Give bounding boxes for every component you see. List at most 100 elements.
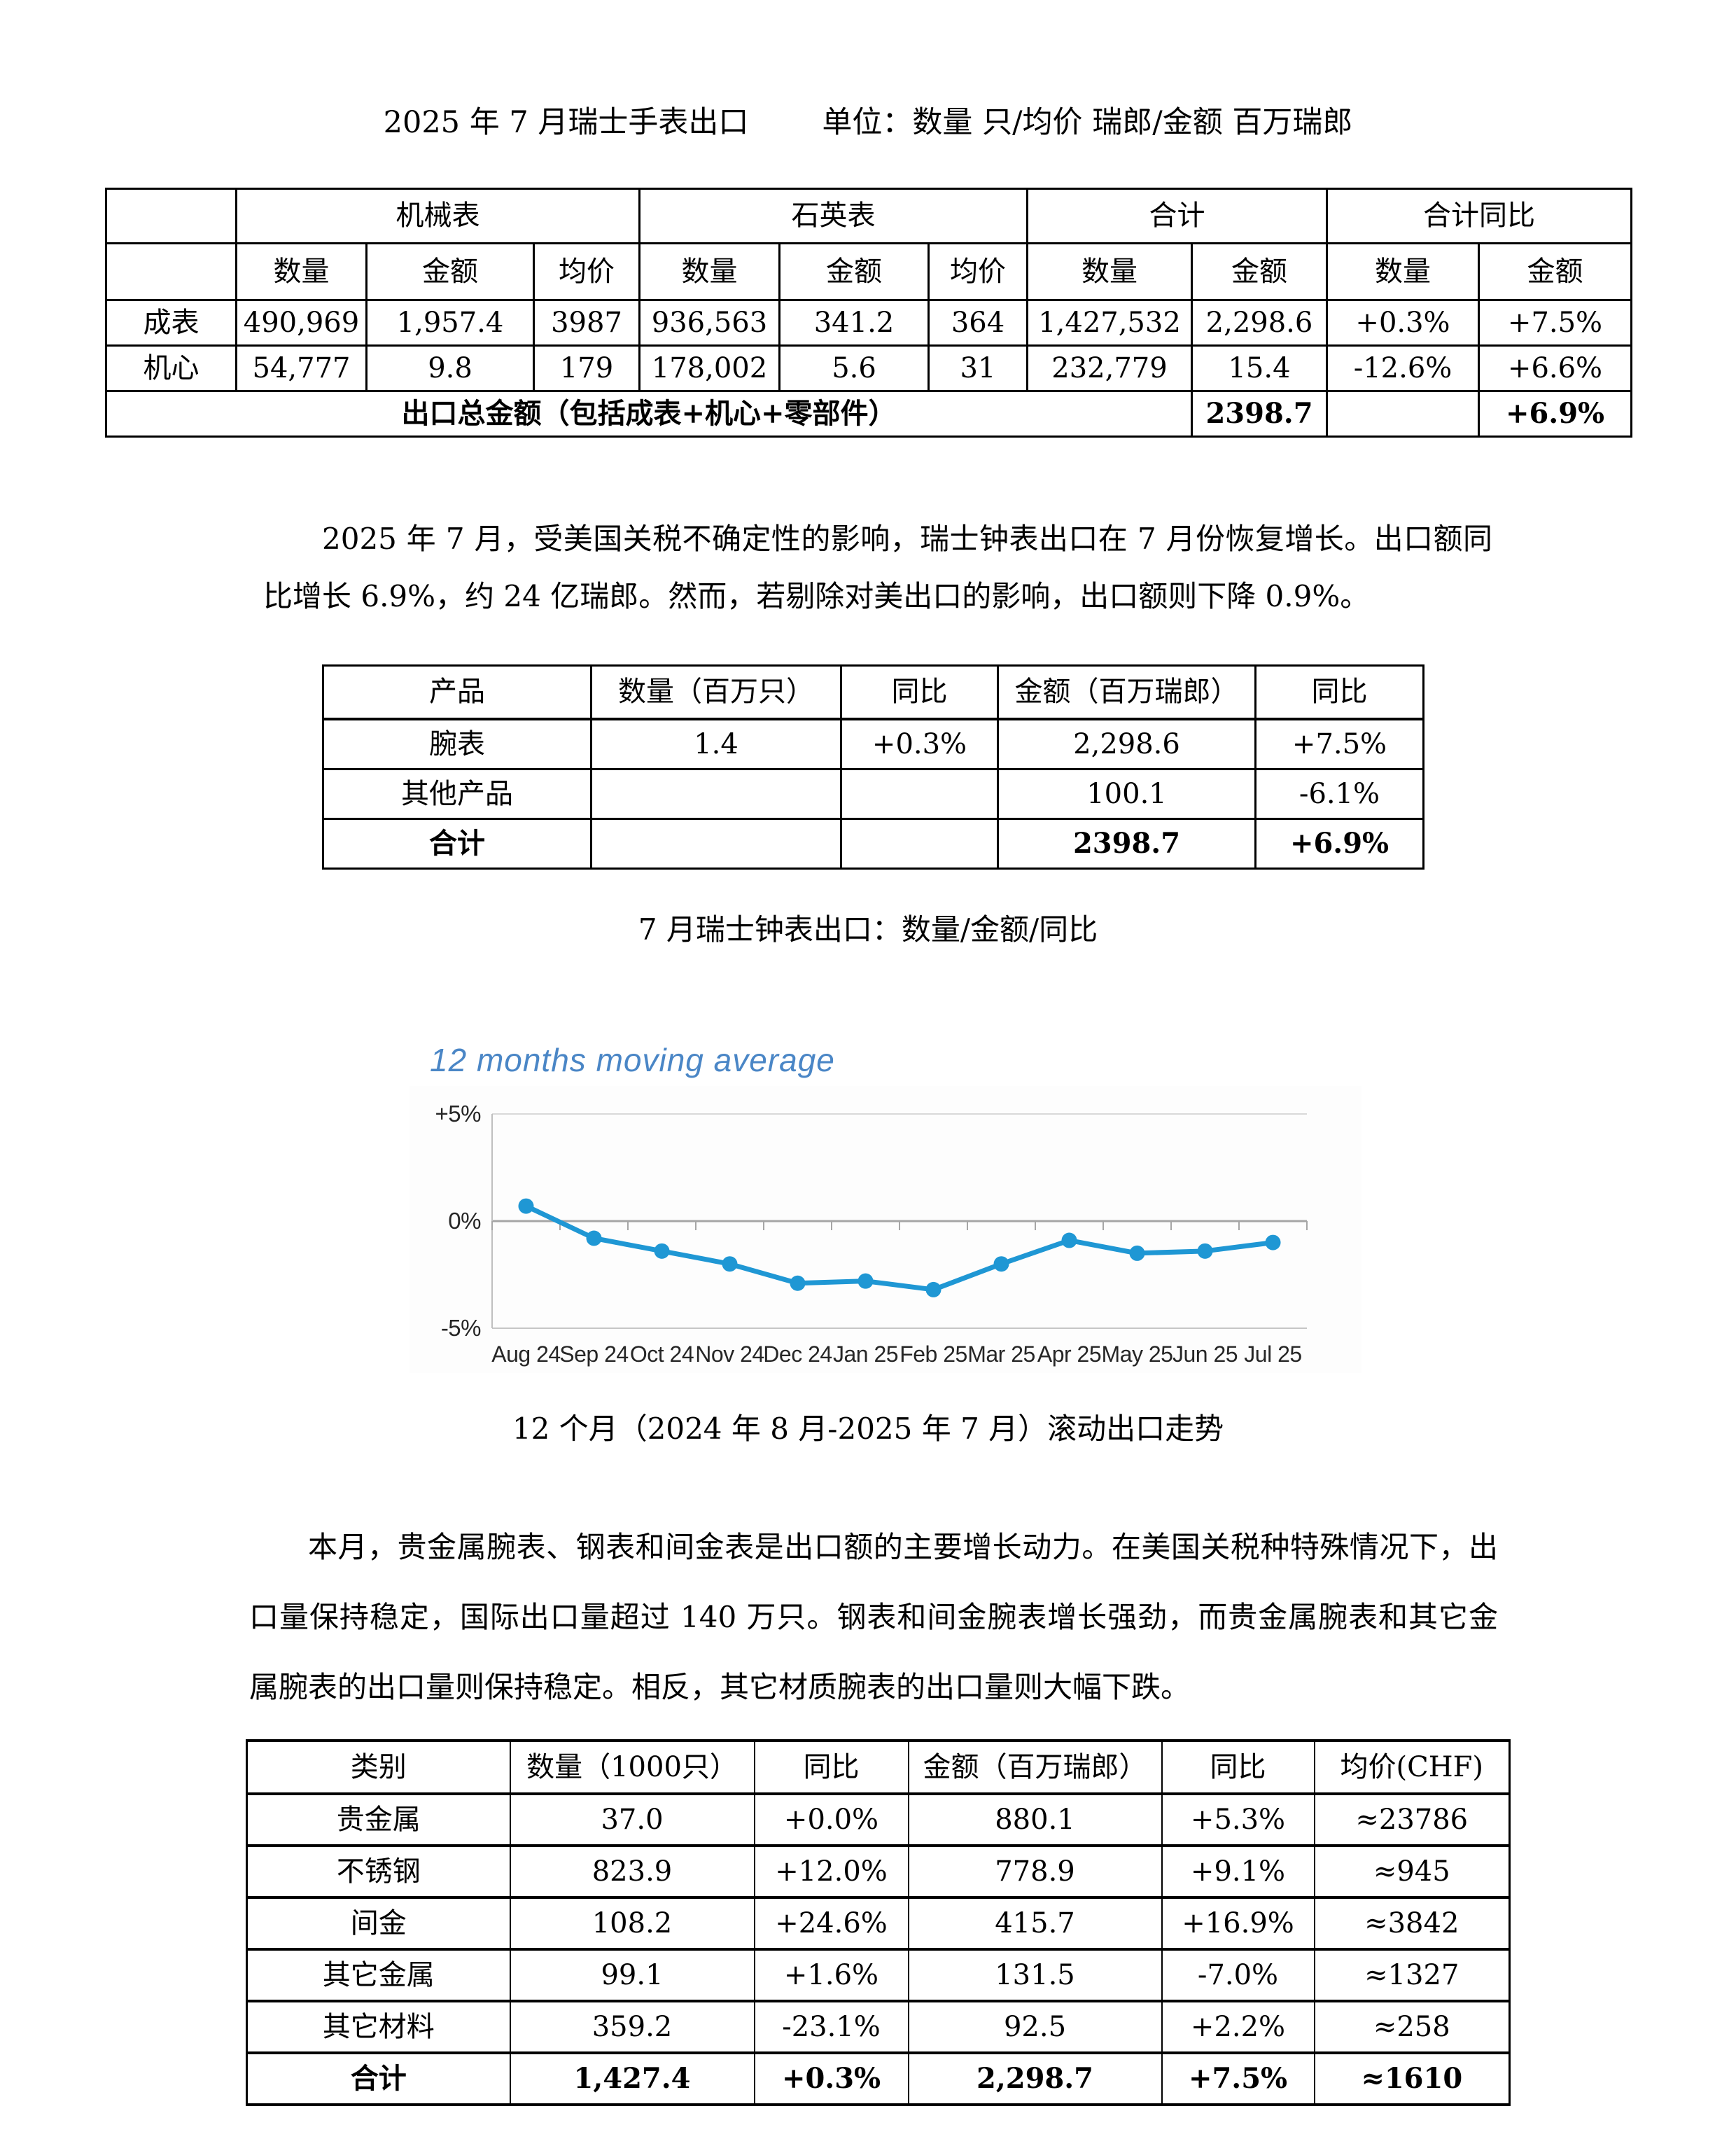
document-title-units: 单位：数量 只/均价 瑞郎/金额 百万瑞郎	[822, 105, 1353, 140]
cell: 1,957.4	[365, 298, 535, 347]
cell: 37.0	[509, 1792, 755, 1847]
cell: 179	[533, 344, 640, 392]
row-label: 贵金属	[246, 1792, 511, 1847]
col-header: 数量	[235, 242, 368, 301]
cell: +7.5%	[1161, 2051, 1315, 2106]
product-breakdown-table: 产品 数量（百万只） 同比 金额（百万瑞郎） 同比 腕表 1.4 +0.3% 2…	[322, 664, 1424, 870]
cell: 2,298.6	[1191, 298, 1328, 347]
cell: 936,563	[638, 298, 780, 347]
cell: 2398.7	[997, 817, 1256, 870]
cell: 131.5	[907, 1947, 1163, 2002]
svg-text:+5%: +5%	[435, 1101, 482, 1127]
svg-text:Mar 25: Mar 25	[967, 1342, 1035, 1367]
cell: +7.5%	[1254, 718, 1424, 770]
paragraph-overview: 2025 年 7 月，受美国关税不确定性的影响，瑞士钟表出口在 7 月份恢复增长…	[263, 521, 1492, 613]
cell: +9.1%	[1161, 1844, 1315, 1899]
table-row: 其他产品 100.1 -6.1%	[322, 767, 1424, 820]
row-label: 不锈钢	[246, 1844, 511, 1899]
col-header: 同比	[1161, 1739, 1315, 1795]
cell	[590, 817, 842, 870]
svg-text:0%: 0%	[448, 1208, 481, 1234]
cell: 232,779	[1026, 344, 1193, 392]
cell: 1,427,532	[1026, 298, 1193, 347]
cell: -6.1%	[1254, 767, 1424, 820]
row-label: 合计	[246, 2051, 511, 2106]
col-header: 产品	[322, 664, 592, 720]
cell: 100.1	[997, 767, 1256, 820]
cell: -23.1%	[753, 1999, 909, 2054]
cell: 341.2	[778, 298, 930, 347]
cell: ≈3842	[1313, 1895, 1511, 1951]
svg-text:Dec 24: Dec 24	[763, 1342, 832, 1367]
table-row: 腕表 1.4 +0.3% 2,298.6 +7.5%	[322, 718, 1424, 770]
col-header: 数量	[638, 242, 780, 301]
corner-cell	[105, 242, 237, 301]
cell	[840, 817, 999, 870]
cell: ≈945	[1313, 1844, 1511, 1899]
material-breakdown-table: 类别 数量（1000只） 同比 金额（百万瑞郎） 同比 均价(CHF) 贵金属 …	[246, 1739, 1511, 2106]
cell: +2.2%	[1161, 1999, 1315, 2054]
total-row: 出口总金额（包括成表+机心+零部件） 2398.7 +6.9%	[105, 389, 1632, 438]
cell: -12.6%	[1326, 344, 1480, 392]
col-header: 均价	[927, 242, 1028, 301]
col-group-header: 机械表	[235, 187, 640, 244]
col-header: 金额（百万瑞郎）	[997, 664, 1256, 720]
chart-caption: 12 个月（2024 年 8 月-2025 年 7 月）滚动出口走势	[512, 1411, 1224, 1446]
export-summary-table: 机械表 石英表 合计 合计同比 数量 金额 均价 数量 金额 均价 数量 金额 …	[105, 187, 1632, 438]
cell: +0.3%	[840, 718, 999, 770]
svg-text:Sep 24: Sep 24	[559, 1342, 628, 1367]
corner-cell	[105, 187, 237, 244]
table-row: 间金 108.2 +24.6% 415.7 +16.9% ≈3842	[246, 1895, 1511, 1951]
col-header: 金额	[365, 242, 535, 301]
cell: 178,002	[638, 344, 780, 392]
cell: 778.9	[907, 1844, 1163, 1899]
col-header: 金额	[1478, 242, 1632, 301]
col-header: 同比	[1254, 664, 1424, 720]
cell: 5.6	[778, 344, 930, 392]
cell: +6.6%	[1478, 344, 1632, 392]
col-header: 金额（百万瑞郎）	[907, 1739, 1163, 1795]
svg-text:-5%: -5%	[441, 1315, 481, 1341]
cell: +0.3%	[753, 2051, 909, 2106]
cell: +7.5%	[1478, 298, 1632, 347]
cell: ≈1327	[1313, 1947, 1511, 2002]
cell: -7.0%	[1161, 1947, 1315, 2002]
cell: 1.4	[590, 718, 842, 770]
cell: +0.0%	[753, 1792, 909, 1847]
table-row: 贵金属 37.0 +0.0% 880.1 +5.3% ≈23786	[246, 1792, 1511, 1847]
svg-text:Nov 24: Nov 24	[695, 1342, 764, 1367]
document-title: 2025 年 7 月瑞士手表出口 单位：数量 只/均价 瑞郎/金额 百万瑞郎	[0, 0, 1736, 143]
col-header: 金额	[778, 242, 930, 301]
table-row: 其它材料 359.2 -23.1% 92.5 +2.2% ≈258	[246, 1999, 1511, 2054]
cell: 92.5	[907, 1999, 1163, 2054]
row-label: 其它材料	[246, 1999, 511, 2054]
moving-average-chart-block: 12 months moving average +5% 0% -5% Aug 24 S…	[410, 1041, 1376, 1373]
cell: +0.3%	[1326, 298, 1480, 347]
row-label: 机心	[105, 344, 237, 392]
col-header: 类别	[246, 1739, 511, 1795]
col-header: 金额	[1191, 242, 1328, 301]
cell: 54,777	[235, 344, 368, 392]
cell: ≈23786	[1313, 1792, 1511, 1847]
row-label: 腕表	[322, 718, 592, 770]
cell: +1.6%	[753, 1947, 909, 2002]
svg-text:Aug 24: Aug 24	[491, 1342, 560, 1367]
cell	[590, 767, 842, 820]
svg-text:Jan 25: Jan 25	[833, 1342, 898, 1367]
col-header: 数量（1000只）	[509, 1739, 755, 1795]
cell: 490,969	[235, 298, 368, 347]
total-row: 合计 1,427.4 +0.3% 2,298.7 +7.5% ≈1610	[246, 2051, 1511, 2106]
cell: 415.7	[907, 1895, 1163, 1951]
cell: 108.2	[509, 1895, 755, 1951]
cell: 9.8	[365, 344, 535, 392]
svg-text:Jul 25: Jul 25	[1244, 1342, 1301, 1367]
col-header: 数量（百万只）	[590, 664, 842, 720]
cell: 2,298.6	[997, 718, 1256, 770]
document-title-main: 2025 年 7 月瑞士手表出口	[383, 105, 749, 140]
header-row: 类别 数量（1000只） 同比 金额（百万瑞郎） 同比 均价(CHF)	[246, 1739, 1511, 1795]
cell: +24.6%	[753, 1895, 909, 1951]
svg-text:Oct 24: Oct 24	[630, 1342, 694, 1367]
cell: +6.9%	[1254, 817, 1424, 870]
table-row: 机心 54,777 9.8 179 178,002 5.6 31 232,779…	[105, 344, 1632, 392]
